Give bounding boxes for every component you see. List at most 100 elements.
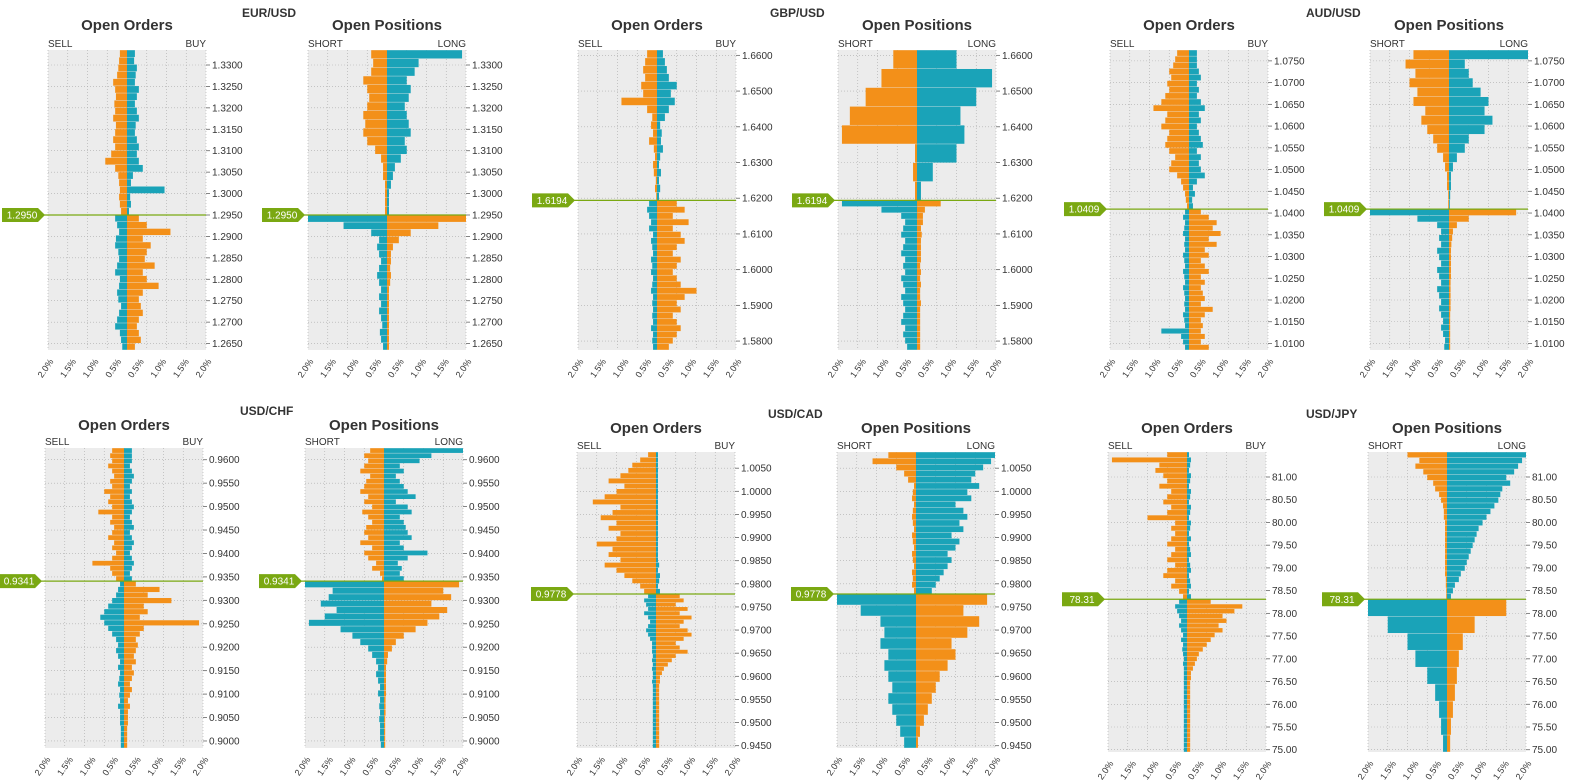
x-tick-label: 0.5% xyxy=(386,357,406,380)
bar-right xyxy=(124,484,130,489)
bar-left xyxy=(120,731,124,737)
bar-left xyxy=(119,692,124,698)
bar-left xyxy=(884,627,916,638)
bar-right xyxy=(1187,510,1191,515)
bar-left xyxy=(1167,80,1189,87)
bar-right xyxy=(384,664,386,671)
bar-left xyxy=(653,306,657,313)
bar-left xyxy=(1185,323,1189,329)
y-tick-label: 81.00 xyxy=(1272,473,1297,484)
bar-right xyxy=(656,457,658,463)
bar-left xyxy=(380,735,384,742)
bar-right xyxy=(1189,268,1209,274)
bar-left xyxy=(382,321,387,329)
y-tick-label: 1.0400 xyxy=(1274,209,1305,220)
bar-right xyxy=(384,494,416,500)
bar-right xyxy=(1189,225,1213,231)
bar-right xyxy=(384,684,386,691)
bar-left xyxy=(1183,214,1189,220)
bar-left xyxy=(653,145,657,153)
bar-right xyxy=(127,323,137,330)
bar-left xyxy=(644,588,656,594)
bar-left xyxy=(649,200,657,207)
x-tick-label: 2.0% xyxy=(1098,357,1118,380)
bar-right xyxy=(656,489,658,494)
bar-right xyxy=(656,705,660,710)
bar-right xyxy=(124,642,138,648)
x-tick-label: 1.0% xyxy=(1470,357,1490,380)
bar-right xyxy=(387,58,419,68)
bar-right xyxy=(387,250,391,258)
bar-right xyxy=(127,262,155,269)
bar-left xyxy=(616,567,656,573)
bar-right xyxy=(127,309,143,317)
bar-right xyxy=(1449,134,1469,144)
bar-right xyxy=(656,696,660,701)
bar-left xyxy=(1185,209,1189,215)
bar-left xyxy=(612,546,656,552)
bar-right xyxy=(916,737,918,748)
bar-left xyxy=(651,325,657,332)
pair-label: GBP/USD xyxy=(770,6,825,20)
bar-left xyxy=(115,121,127,129)
bar-right xyxy=(1187,525,1191,531)
bar-right xyxy=(1449,50,1528,60)
bar-left xyxy=(1171,160,1189,167)
bar-left xyxy=(121,336,127,344)
bar-left xyxy=(1153,105,1189,112)
bar-right xyxy=(657,58,665,66)
bar-right xyxy=(1187,685,1191,690)
bar-left xyxy=(1446,593,1447,600)
bar-left xyxy=(908,476,916,483)
bar-left xyxy=(912,569,916,576)
bar-left xyxy=(360,639,384,646)
pair-group: USD/CAD Open Orders SELL BUY 1.0050 1.0000 0.9… xyxy=(531,407,1032,778)
bar-left xyxy=(1167,111,1189,118)
y-tick-label: 0.9500 xyxy=(469,502,500,513)
bar-left xyxy=(328,594,384,601)
current-price-label: 1.2950 xyxy=(267,211,298,222)
x-tick-label: 2.0% xyxy=(565,755,585,778)
y-tick-label: 76.00 xyxy=(1532,700,1557,711)
bar-left xyxy=(119,186,127,194)
bar-right xyxy=(1189,290,1203,296)
side-label-left: SHORT xyxy=(308,39,343,50)
bar-right xyxy=(916,671,940,682)
bar-left xyxy=(1405,59,1449,69)
bar-right xyxy=(916,627,968,638)
bar-right xyxy=(1447,531,1477,537)
bar-left xyxy=(385,197,387,207)
y-tick-label: 1.0400 xyxy=(1534,209,1565,220)
bar-right xyxy=(1189,258,1201,264)
y-tick-label: 1.3300 xyxy=(212,61,243,72)
bar-right xyxy=(1187,478,1191,484)
bar-right xyxy=(656,467,658,473)
bar-left xyxy=(1427,474,1447,481)
bar-right xyxy=(384,645,392,652)
y-tick-label: 1.6500 xyxy=(1002,87,1033,98)
bar-right xyxy=(387,300,389,308)
bar-right xyxy=(917,206,925,213)
bar-right xyxy=(917,294,921,300)
bar-right xyxy=(916,605,964,616)
bar-right xyxy=(127,221,147,229)
bar-right xyxy=(1449,311,1451,318)
bar-left xyxy=(320,600,384,607)
bar-right xyxy=(387,197,389,207)
bar-left xyxy=(1441,260,1449,267)
bar-left xyxy=(1441,718,1447,735)
bar-left xyxy=(1185,190,1189,197)
bar-right xyxy=(1447,593,1451,600)
side-label-left: SHORT xyxy=(837,441,872,452)
bar-right xyxy=(656,735,660,740)
x-tick-label: 2.0% xyxy=(1096,759,1116,780)
y-tick-label: 1.3050 xyxy=(472,168,503,179)
bar-left xyxy=(112,555,124,561)
bar-left xyxy=(1407,452,1447,458)
bar-right xyxy=(1449,209,1517,216)
bar-left xyxy=(1439,292,1449,299)
open-positions-panel: Open Positions SHORT LONG 1.6600 1.6500 1.640… xyxy=(792,17,1033,380)
bar-right xyxy=(1447,718,1451,735)
bar-right xyxy=(1187,573,1189,579)
bar-left xyxy=(115,129,127,136)
